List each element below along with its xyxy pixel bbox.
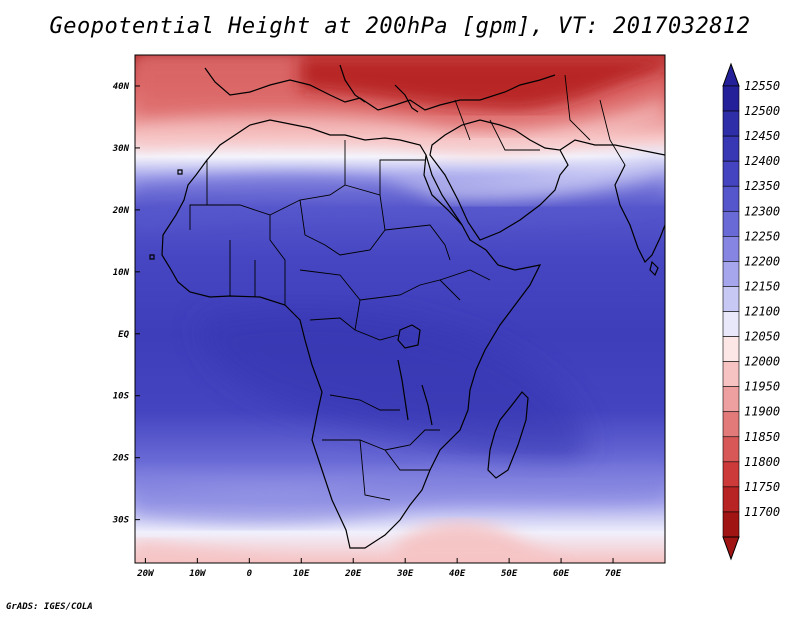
colorbar-level-label: 12250 xyxy=(744,229,780,243)
y-tick-label: 40N xyxy=(113,82,130,92)
madagascar-coastline xyxy=(487,391,529,479)
y-axis-ticks: 40N 30N 20N 10N EQ 10S 20S 30S xyxy=(112,82,140,526)
colorbar-swatch xyxy=(722,286,740,312)
colorbar-swatch xyxy=(722,461,740,488)
colorbar-swatch xyxy=(722,160,740,187)
height-field xyxy=(135,55,665,563)
colorbar-swatch xyxy=(722,85,740,112)
colorbar-level-label: 12200 xyxy=(744,254,780,268)
y-tick-label: 10N xyxy=(113,268,130,278)
india-coastline xyxy=(614,164,665,264)
europe-coastline xyxy=(204,67,556,111)
chart-title: Geopotential Height at 200hPa [gpm], VT:… xyxy=(49,14,751,39)
colorbar: 12550 12500 12450 12400 12350 12300 12250 12200… xyxy=(722,62,780,561)
x-tick-label: 70E xyxy=(605,569,622,579)
colorbar-swatch xyxy=(722,210,740,237)
y-tick-label: 20S xyxy=(112,454,130,464)
colorbar-level-label: 12300 xyxy=(744,204,780,218)
x-tick-label: 10W xyxy=(189,569,207,579)
colorbar-swatch xyxy=(722,361,740,387)
colorbar-swatch xyxy=(722,110,740,137)
y-tick-label: 30N xyxy=(112,144,130,154)
colorbar-top-arrow xyxy=(722,62,740,87)
colorbar-bottom-arrow xyxy=(722,536,740,561)
colorbar-swatch xyxy=(722,411,740,438)
colorbar-level-label: 12000 xyxy=(744,355,780,369)
colorbar-level-label: 11800 xyxy=(744,455,780,469)
x-tick-label: 60E xyxy=(553,569,570,579)
colorbar-level-label: 12100 xyxy=(744,305,780,319)
x-tick-label: 30E xyxy=(396,569,414,579)
x-tick-label: 20E xyxy=(344,569,362,579)
x-tick-label: 20W xyxy=(136,569,155,579)
map-frame xyxy=(134,54,666,564)
x-tick-label: 0 xyxy=(247,569,253,579)
colorbar-level-label: 12550 xyxy=(744,79,780,93)
colorbar-swatch xyxy=(722,511,740,538)
colorbar-swatch xyxy=(722,486,740,513)
colorbar-level-label: 11900 xyxy=(744,405,780,419)
colorbar-swatch xyxy=(722,261,740,287)
colorbar-swatch xyxy=(722,311,740,337)
colorbar-swatch xyxy=(722,236,740,262)
colorbar-level-label: 12350 xyxy=(744,179,780,193)
colorbar-level-label: 11950 xyxy=(744,380,780,394)
colorbar-level-label: 11700 xyxy=(744,505,780,519)
x-tick-label: 10E xyxy=(293,569,310,579)
colorbar-swatch xyxy=(722,336,740,362)
colorbar-level-label: 12450 xyxy=(744,129,780,143)
colorbar-level-label: 11850 xyxy=(744,430,780,444)
y-tick-label: 30S xyxy=(112,516,130,526)
colorbar-swatch xyxy=(722,185,740,212)
colorbar-level-label: 12150 xyxy=(744,279,780,293)
y-tick-label: 10S xyxy=(113,392,130,402)
arabia-coastline xyxy=(429,119,569,241)
colorbar-level-label: 12050 xyxy=(744,330,780,344)
colorbar-level-label: 12500 xyxy=(744,104,780,118)
x-axis-ticks: 20W 10W 0 10E 20E 30E 40E 50E 60E 70E xyxy=(136,558,622,579)
y-tick-label: 20N xyxy=(112,206,130,216)
colorbar-level-label: 12400 xyxy=(744,154,780,168)
colorbar-swatch xyxy=(722,386,740,413)
footer-credit: GrADS: IGES/COLA xyxy=(6,602,93,612)
country-borders xyxy=(189,74,626,501)
colorbar-level-label: 11750 xyxy=(744,480,780,494)
lake-victoria xyxy=(397,324,421,349)
colorbar-swatch xyxy=(722,436,740,463)
x-tick-label: 50E xyxy=(501,569,518,579)
x-tick-label: 40E xyxy=(449,569,466,579)
colorbar-swatch xyxy=(722,135,740,162)
y-tick-label: EQ xyxy=(118,330,129,340)
coastlines xyxy=(149,64,665,549)
africa-coastline xyxy=(161,119,542,549)
